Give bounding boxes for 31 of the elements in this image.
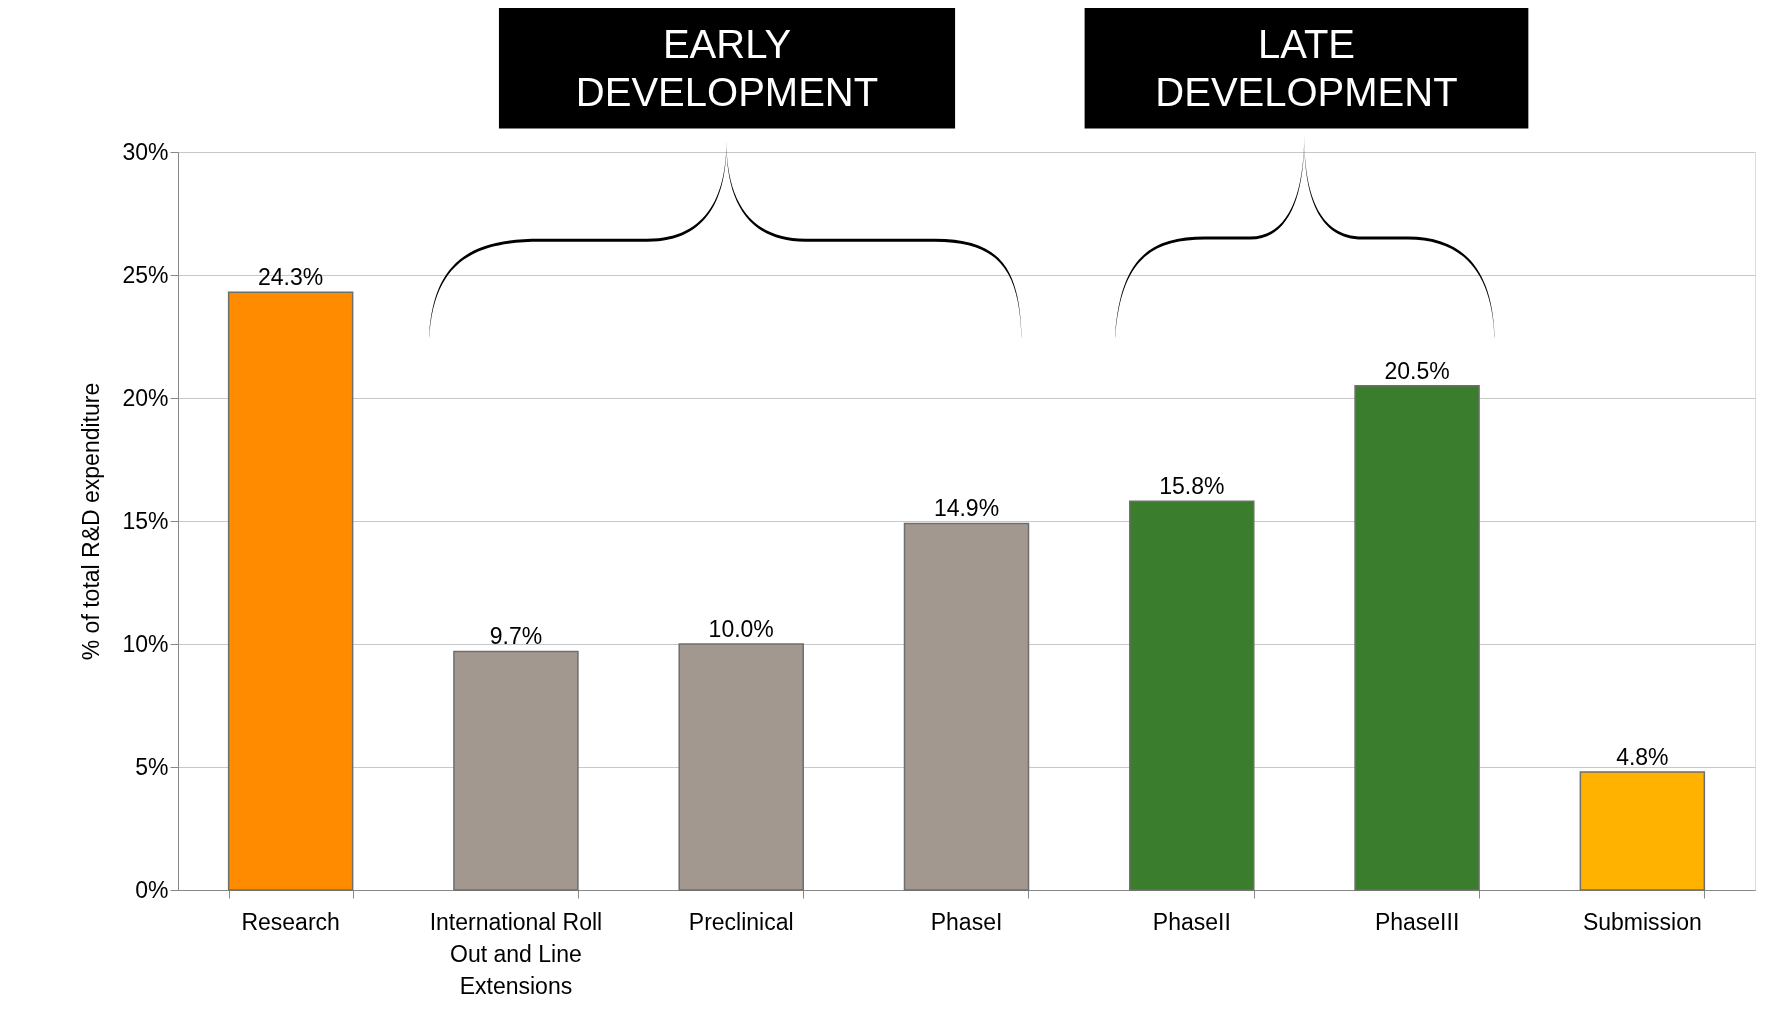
x-tick-label: Research <box>241 909 340 935</box>
bar <box>678 643 804 891</box>
y-tick-label: 5% <box>135 753 169 780</box>
y-tick-label: 30% <box>122 138 169 165</box>
data-label: 9.7% <box>489 623 543 650</box>
x-tick-label: PhaseII <box>1152 909 1231 935</box>
x-tick-label: International Roll Out and Line Extensions <box>429 909 603 999</box>
data-label: 15.8% <box>1159 473 1225 500</box>
y-tick-label: 10% <box>122 630 169 657</box>
bar <box>1579 771 1706 891</box>
bar <box>453 650 579 891</box>
bar <box>1129 500 1255 891</box>
y-tick-label: 25% <box>122 261 169 288</box>
x-tick-label: PhaseI <box>930 909 1003 935</box>
y-tick-label: 0% <box>135 876 169 903</box>
bar <box>227 291 354 891</box>
data-label: 4.8% <box>1616 743 1669 770</box>
x-tick-label: PhaseIII <box>1374 909 1460 935</box>
x-tick-label: Submission <box>1582 909 1702 935</box>
data-label: 20.5% <box>1384 357 1450 384</box>
bar <box>903 522 1030 891</box>
text: LATE DEVELOPMENT <box>1155 22 1458 115</box>
text: EARLY DEVELOPMENT <box>575 22 879 115</box>
y-tick-label: 15% <box>122 507 169 534</box>
y-axis-title: % of total R&D expenditure <box>78 382 105 661</box>
data-label: 24.3% <box>258 264 324 291</box>
bar <box>1354 384 1480 891</box>
y-tick-label: 20% <box>122 384 169 411</box>
data-label: 14.9% <box>933 495 1000 522</box>
data-label: 10.0% <box>708 616 774 642</box>
x-tick-label: Preclinical <box>688 909 794 935</box>
